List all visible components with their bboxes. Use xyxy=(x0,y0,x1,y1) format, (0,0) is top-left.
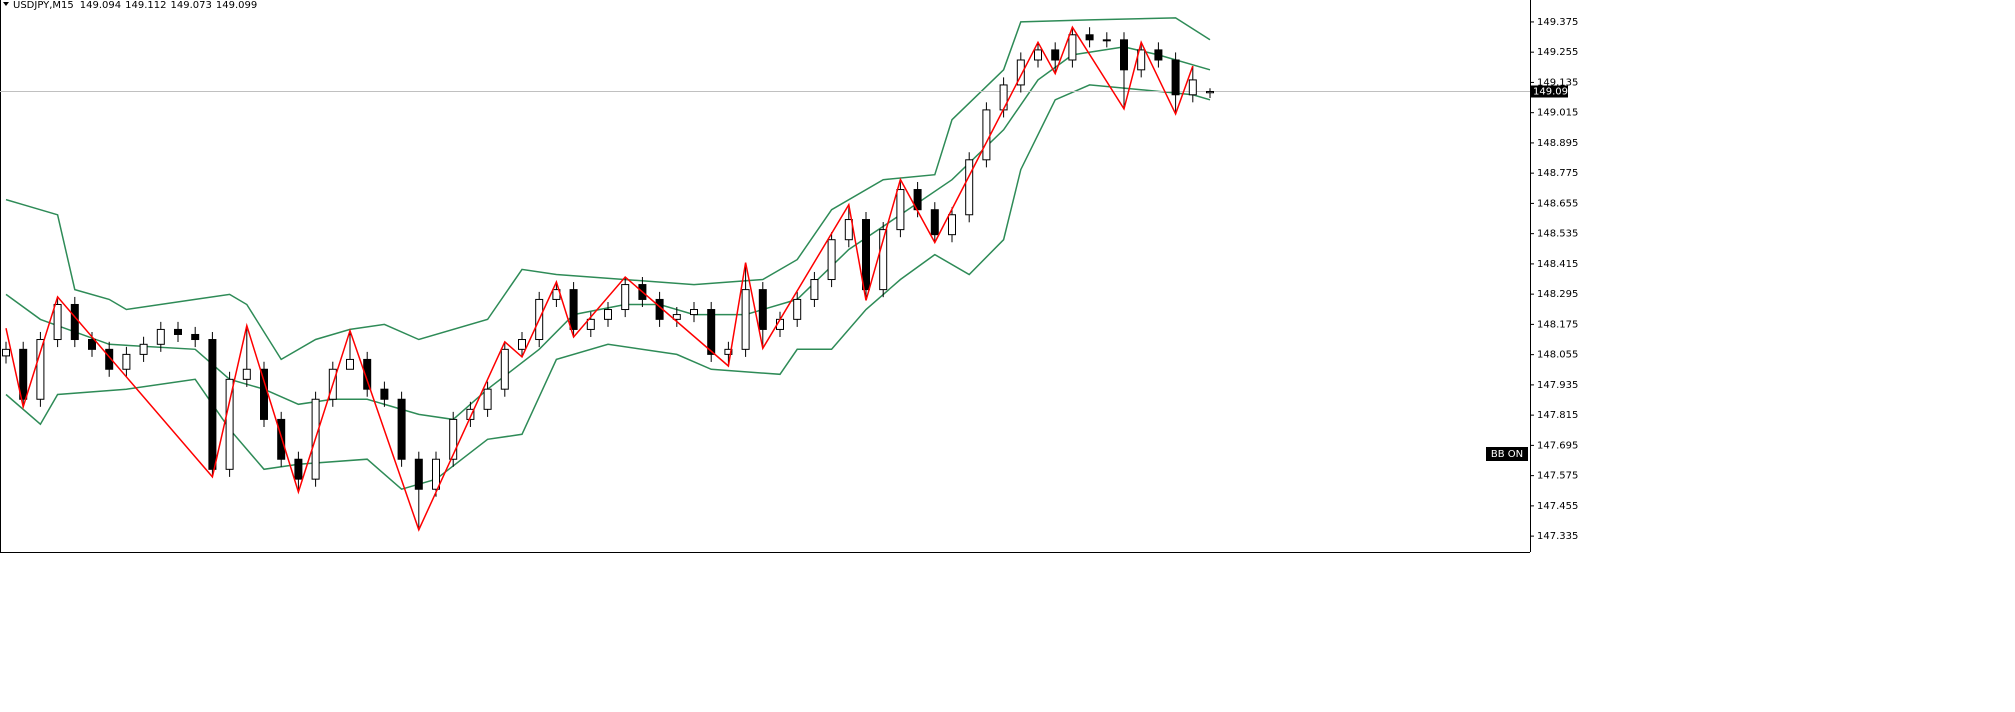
header-high: 149.112 xyxy=(125,0,166,11)
candle-body xyxy=(346,358,354,370)
y-tick-label: 149.255 xyxy=(1537,47,1578,58)
candle-body xyxy=(19,348,28,400)
plot: 149.375 149.255 149.135 149.015 148.895 148.7… xyxy=(0,17,1578,542)
candle-body xyxy=(380,388,389,400)
candle-body xyxy=(896,189,905,231)
candle-body xyxy=(982,109,991,161)
candle-body xyxy=(518,339,526,350)
y-tick-label: 148.895 xyxy=(1537,138,1578,149)
candle-body xyxy=(70,303,79,341)
bollinger-band xyxy=(5,17,1211,361)
candle-body xyxy=(810,279,819,300)
y-tick-label: 147.335 xyxy=(1537,531,1578,542)
candle-body xyxy=(156,328,165,345)
candle-body xyxy=(225,378,234,470)
candle-body xyxy=(827,239,836,281)
current-price-box xyxy=(1531,85,1568,98)
y-tick-label: 149.015 xyxy=(1537,108,1578,119)
chart-title: USDJPY,M15 149.094 149.112 149.073 149.099 xyxy=(13,0,257,11)
candle-body xyxy=(1051,49,1060,61)
candle-body xyxy=(741,289,750,350)
candle-body xyxy=(208,339,217,470)
candle-body xyxy=(1034,49,1042,61)
candle-body xyxy=(139,343,148,355)
candle-body xyxy=(690,309,698,316)
symbol: USDJPY,M15 xyxy=(13,0,74,11)
header-low: 149.073 xyxy=(171,0,212,11)
candle-body xyxy=(260,368,268,420)
y-tick-label: 149.375 xyxy=(1537,17,1578,28)
y-tick-label: 147.815 xyxy=(1537,410,1578,421)
y-tick-label: 148.655 xyxy=(1537,198,1578,209)
candle-body xyxy=(1137,49,1146,71)
candle-body xyxy=(414,458,423,490)
candle-body xyxy=(363,358,372,390)
candle-body xyxy=(432,458,440,490)
y-tick-label: 147.455 xyxy=(1537,501,1578,512)
candle-body xyxy=(879,229,888,291)
candle-body xyxy=(191,333,200,341)
y-tick-label: 148.295 xyxy=(1537,289,1578,300)
candle-body xyxy=(53,303,62,341)
candle-body xyxy=(2,348,10,357)
header-close: 149.099 xyxy=(216,0,257,11)
candle-body xyxy=(122,353,131,370)
y-tick-label: 147.695 xyxy=(1537,440,1578,451)
candle-body xyxy=(483,388,492,410)
candle-body xyxy=(500,348,509,390)
collapse-icon[interactable] xyxy=(3,2,9,6)
candle-body xyxy=(672,314,681,320)
candle-body xyxy=(105,348,114,370)
y-tick-label: 148.175 xyxy=(1537,319,1578,330)
candle-body xyxy=(1016,59,1025,86)
candle-body xyxy=(1154,49,1163,61)
candle-body xyxy=(88,339,96,350)
candle-body xyxy=(397,398,406,460)
candle-body xyxy=(449,418,458,460)
candle-body xyxy=(569,289,578,330)
candle-body xyxy=(1068,34,1077,61)
candle-body xyxy=(965,159,974,216)
candle-body xyxy=(36,339,45,400)
candle-body xyxy=(948,214,956,236)
candle-body xyxy=(294,458,303,480)
candle-body xyxy=(1206,90,1214,94)
y-tick-label: 148.775 xyxy=(1537,168,1578,179)
header-open: 149.094 xyxy=(80,0,121,11)
candle-body xyxy=(277,418,286,460)
y-tick-label: 149.135 xyxy=(1537,77,1578,88)
candle-body xyxy=(242,368,251,380)
candle-body xyxy=(1188,79,1197,96)
candle-body xyxy=(793,298,802,320)
candle-body xyxy=(1085,34,1094,41)
candle-body xyxy=(930,209,939,236)
candle-body xyxy=(724,348,733,355)
candle-body xyxy=(621,284,630,311)
candle-body xyxy=(174,328,182,335)
y-tick-label: 148.415 xyxy=(1537,259,1578,270)
indicator-box xyxy=(1486,447,1528,461)
candle-body xyxy=(758,289,767,330)
y-tick-label: 147.935 xyxy=(1537,380,1578,391)
candle-body xyxy=(999,84,1008,111)
candle-body xyxy=(586,318,595,330)
y-tick-label: 147.575 xyxy=(1537,471,1578,482)
candle-body xyxy=(1171,59,1180,96)
indicator-label: BB ON xyxy=(1491,449,1523,460)
candle-body xyxy=(707,309,716,355)
candle-body xyxy=(466,408,475,420)
candle-body xyxy=(862,219,870,291)
candle-body xyxy=(1102,39,1111,42)
y-tick-label: 148.535 xyxy=(1537,229,1578,240)
candle-body xyxy=(604,309,612,320)
y-tick-label: 148.055 xyxy=(1537,350,1578,361)
candle-body xyxy=(844,219,853,241)
zigzag xyxy=(5,25,1194,532)
candle-body xyxy=(1120,39,1128,71)
current-price-label: 149.099 xyxy=(1533,86,1574,97)
